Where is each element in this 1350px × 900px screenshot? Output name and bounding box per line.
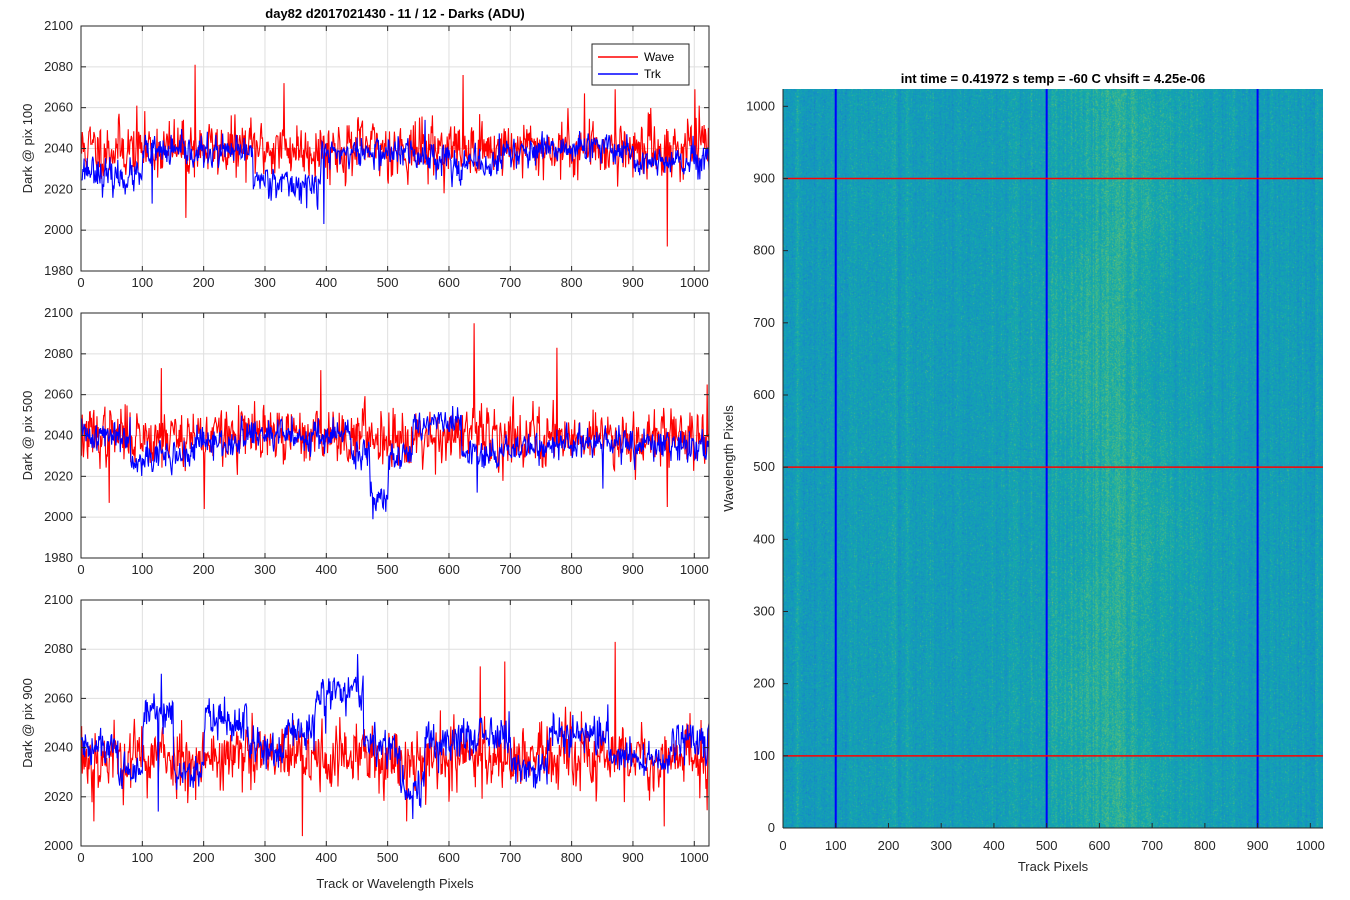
x-tick-label: 900 — [622, 562, 644, 577]
series-line-trk — [81, 406, 710, 520]
x-tick-label: 200 — [878, 838, 900, 853]
y-tick-label: 400 — [753, 531, 775, 546]
x-tick-label: 800 — [561, 562, 583, 577]
x-axis-label: Track Pixels — [1018, 859, 1089, 874]
y-tick-label: 2080 — [44, 346, 73, 361]
x-tick-label: 600 — [438, 850, 460, 865]
y-tick-label: 0 — [768, 820, 775, 835]
y-tick-label: 800 — [753, 243, 775, 258]
chart-title: day82 d2017021430 - 11 / 12 - Darks (ADU… — [265, 6, 524, 21]
x-tick-label: 1000 — [680, 562, 709, 577]
y-tick-label: 700 — [753, 315, 775, 330]
y-tick-label: 200 — [753, 676, 775, 691]
y-tick-label: 500 — [753, 459, 775, 474]
x-tick-label: 800 — [561, 850, 583, 865]
y-axis-label: Dark @ pix 900 — [20, 678, 35, 768]
x-tick-label: 300 — [930, 838, 952, 853]
y-tick-label: 2000 — [44, 838, 73, 853]
y-tick-label: 2080 — [44, 641, 73, 656]
y-tick-label: 2020 — [44, 468, 73, 483]
y-tick-label: 2020 — [44, 789, 73, 804]
y-axis-label: Dark @ pix 500 — [20, 391, 35, 481]
y-tick-label: 100 — [753, 748, 775, 763]
y-tick-label: 1980 — [44, 550, 73, 565]
x-tick-label: 500 — [1036, 838, 1058, 853]
x-tick-label: 800 — [1194, 838, 1216, 853]
y-tick-label: 2100 — [44, 18, 73, 33]
x-tick-label: 900 — [622, 275, 644, 290]
x-tick-label: 300 — [254, 562, 276, 577]
x-tick-label: 700 — [499, 562, 521, 577]
x-tick-label: 200 — [193, 850, 215, 865]
y-tick-label: 2100 — [44, 305, 73, 320]
y-tick-label: 2020 — [44, 181, 73, 196]
legend-box — [591, 43, 690, 86]
y-tick-label: 2000 — [44, 222, 73, 237]
x-tick-label: 300 — [254, 850, 276, 865]
plot-layer: 0 100 200 300 400 500 600 700 800 900 100019802000… — [20, 6, 1325, 891]
y-axis-label: Wavelength Pixels — [721, 405, 736, 512]
x-tick-label: 700 — [1141, 838, 1163, 853]
y-tick-label: 2060 — [44, 387, 73, 402]
x-tick-label: 200 — [193, 275, 215, 290]
x-tick-label: 300 — [254, 275, 276, 290]
x-tick-label: 900 — [622, 850, 644, 865]
heatmap-image — [783, 89, 1323, 828]
axes-frame — [80, 599, 710, 847]
y-tick-label: 300 — [753, 603, 775, 618]
x-tick-label: 700 — [499, 850, 521, 865]
x-tick-label: 100 — [131, 562, 153, 577]
x-tick-label: 500 — [377, 850, 399, 865]
y-tick-label: 2040 — [44, 740, 73, 755]
legend-label-wave: Wave — [644, 50, 675, 64]
y-tick-label: 2100 — [44, 592, 73, 607]
y-tick-label: 1980 — [44, 263, 73, 278]
y-tick-label: 2040 — [44, 428, 73, 443]
x-tick-label: 600 — [1089, 838, 1111, 853]
y-axis-label: Dark @ pix 100 — [20, 104, 35, 194]
x-tick-label: 900 — [1247, 838, 1269, 853]
x-tick-label: 100 — [825, 838, 847, 853]
x-tick-label: 200 — [193, 562, 215, 577]
x-tick-label: 800 — [561, 275, 583, 290]
y-tick-label: 1000 — [746, 98, 775, 113]
x-tick-label: 700 — [499, 275, 521, 290]
x-axis-label: Track or Wavelength Pixels — [316, 876, 474, 891]
x-tick-label: 100 — [131, 850, 153, 865]
y-tick-label: 2000 — [44, 509, 73, 524]
y-tick-label: 2040 — [44, 141, 73, 156]
y-tick-label: 600 — [753, 387, 775, 402]
x-tick-label: 500 — [377, 562, 399, 577]
x-tick-label: 0 — [77, 275, 84, 290]
legend-label-trk: Trk — [644, 67, 662, 81]
x-tick-label: 500 — [377, 275, 399, 290]
y-tick-label: 2060 — [44, 100, 73, 115]
x-tick-label: 0 — [779, 838, 786, 853]
x-tick-label: 0 — [77, 850, 84, 865]
x-tick-label: 100 — [131, 275, 153, 290]
x-tick-label: 600 — [438, 562, 460, 577]
x-tick-label: 1000 — [680, 275, 709, 290]
x-tick-label: 400 — [983, 838, 1005, 853]
series-line-wave — [81, 641, 710, 837]
x-tick-label: 600 — [438, 275, 460, 290]
series-line-trk — [81, 654, 710, 819]
x-tick-label: 400 — [315, 850, 337, 865]
y-tick-label: 900 — [753, 170, 775, 185]
x-tick-label: 0 — [77, 562, 84, 577]
x-tick-label: 400 — [315, 562, 337, 577]
y-tick-label: 2060 — [44, 690, 73, 705]
x-tick-label: 1000 — [1296, 838, 1325, 853]
chart-title: int time = 0.41972 s temp = -60 C vhsift… — [901, 71, 1206, 86]
x-tick-label: 1000 — [680, 850, 709, 865]
series-line-trk — [81, 119, 710, 225]
x-tick-label: 400 — [315, 275, 337, 290]
series-line-wave — [81, 323, 710, 510]
y-tick-label: 2080 — [44, 59, 73, 74]
